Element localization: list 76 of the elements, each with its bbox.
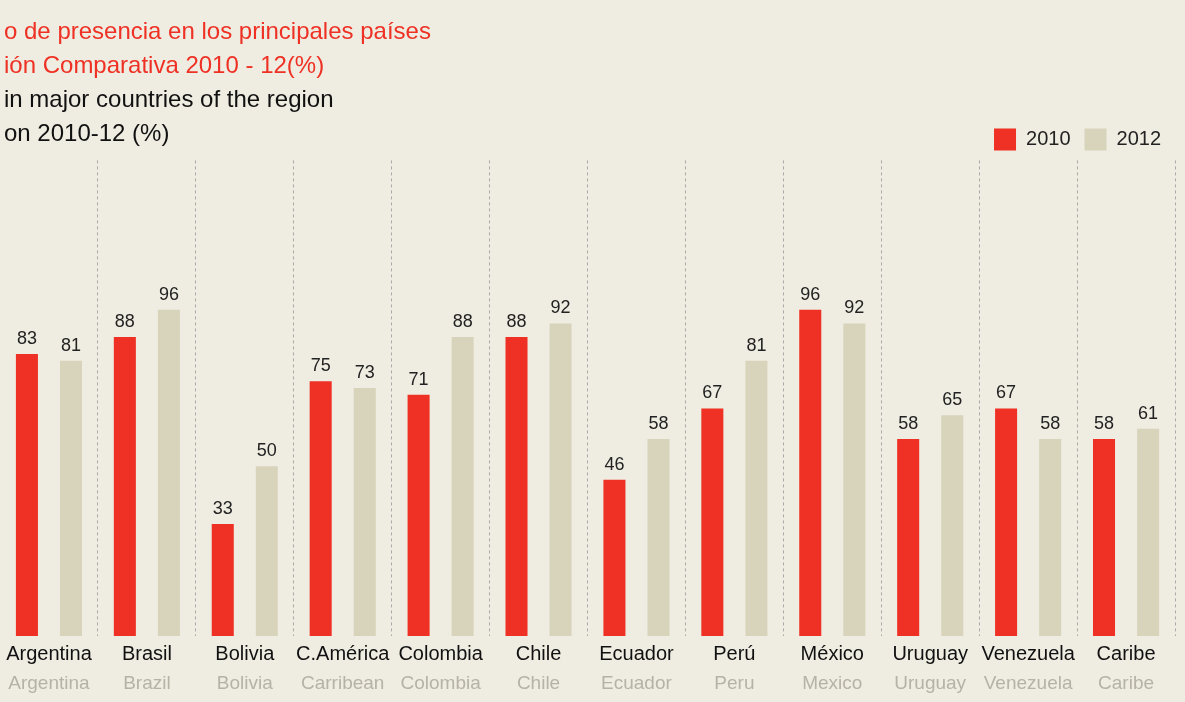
x-tick-label: Argentina xyxy=(6,641,93,664)
bar xyxy=(157,309,180,636)
data-label: 92 xyxy=(844,297,865,318)
data-label: 67 xyxy=(702,382,723,403)
text: Uruguay xyxy=(894,671,967,693)
data-label: 96 xyxy=(158,283,179,304)
data-label: 81 xyxy=(60,334,82,355)
bar xyxy=(549,323,572,636)
bar xyxy=(1137,428,1160,636)
data-label: 61 xyxy=(1138,402,1159,423)
data-label: 65 xyxy=(942,389,963,410)
x-tick-label: Perú xyxy=(713,641,756,664)
bar xyxy=(353,388,376,636)
x-tick-label: Bolivia xyxy=(215,641,276,664)
x-tick-label: Brasil xyxy=(121,641,172,664)
data-label: 71 xyxy=(408,368,429,389)
data-label: 58 xyxy=(1040,412,1061,433)
data-label: 33 xyxy=(212,497,233,518)
bar xyxy=(211,523,234,636)
data-label: 58 xyxy=(648,412,669,433)
text: Ecuador xyxy=(601,671,673,693)
bar xyxy=(843,323,866,636)
data-label: 75 xyxy=(310,355,331,376)
text: Chile xyxy=(516,671,561,693)
bar xyxy=(407,394,430,636)
data-label: 46 xyxy=(604,453,625,474)
text: Colombia xyxy=(400,671,482,693)
chart-subtitle: in major countries of the region on 2010-12 (%) xyxy=(4,84,335,148)
bar xyxy=(995,408,1018,636)
chart-title: o de presencia en los principales países ión Comparativa 2010 - 12(%) xyxy=(4,16,431,80)
bar xyxy=(1092,438,1116,636)
x-tick-label: Chile xyxy=(515,641,562,664)
data-label: 58 xyxy=(1093,412,1115,433)
x-tick-label: México xyxy=(800,641,864,664)
x-tick-label: Ecuador xyxy=(599,641,675,664)
bar xyxy=(941,415,964,636)
text: Carribean xyxy=(300,671,385,693)
text: Argentina xyxy=(8,671,91,693)
data-label: 96 xyxy=(800,283,821,304)
data-label: 88 xyxy=(452,311,473,332)
x-tick-label: Uruguay xyxy=(892,641,969,664)
bar xyxy=(505,337,528,636)
data-label: 92 xyxy=(550,297,571,318)
x-tick-label: Venezuela xyxy=(981,641,1076,664)
data-label: 67 xyxy=(996,382,1017,403)
bar xyxy=(15,354,38,636)
bar xyxy=(59,360,83,636)
text: Mexico xyxy=(802,671,863,693)
text: Venezuela xyxy=(983,671,1073,693)
data-label: 88 xyxy=(114,311,135,332)
x-tick-label: C.América xyxy=(296,641,391,664)
bar xyxy=(647,438,670,636)
text: Brazil xyxy=(123,671,171,693)
data-label: 50 xyxy=(256,440,277,461)
bar xyxy=(897,438,920,636)
bar xyxy=(113,337,136,636)
x-tick-label: Colombia xyxy=(398,641,484,664)
bar xyxy=(701,408,724,636)
bar xyxy=(745,360,768,636)
bar xyxy=(799,309,822,636)
bar xyxy=(309,381,332,636)
text: Bolivia xyxy=(216,671,274,693)
data-label: 58 xyxy=(898,412,919,433)
data-label: 73 xyxy=(354,361,375,382)
x-tick-label: Caribe xyxy=(1096,641,1156,664)
legend-label: 2012 xyxy=(1116,126,1162,149)
text: Caribe xyxy=(1098,671,1155,693)
data-label: 88 xyxy=(506,311,527,332)
text: Peru xyxy=(714,671,755,693)
bar xyxy=(451,337,474,636)
bar xyxy=(255,466,278,636)
data-label: 83 xyxy=(16,328,37,349)
data-label: 81 xyxy=(746,334,767,355)
legend-label: 2010 xyxy=(1026,126,1071,149)
bar xyxy=(603,479,626,636)
bar xyxy=(1039,438,1062,636)
